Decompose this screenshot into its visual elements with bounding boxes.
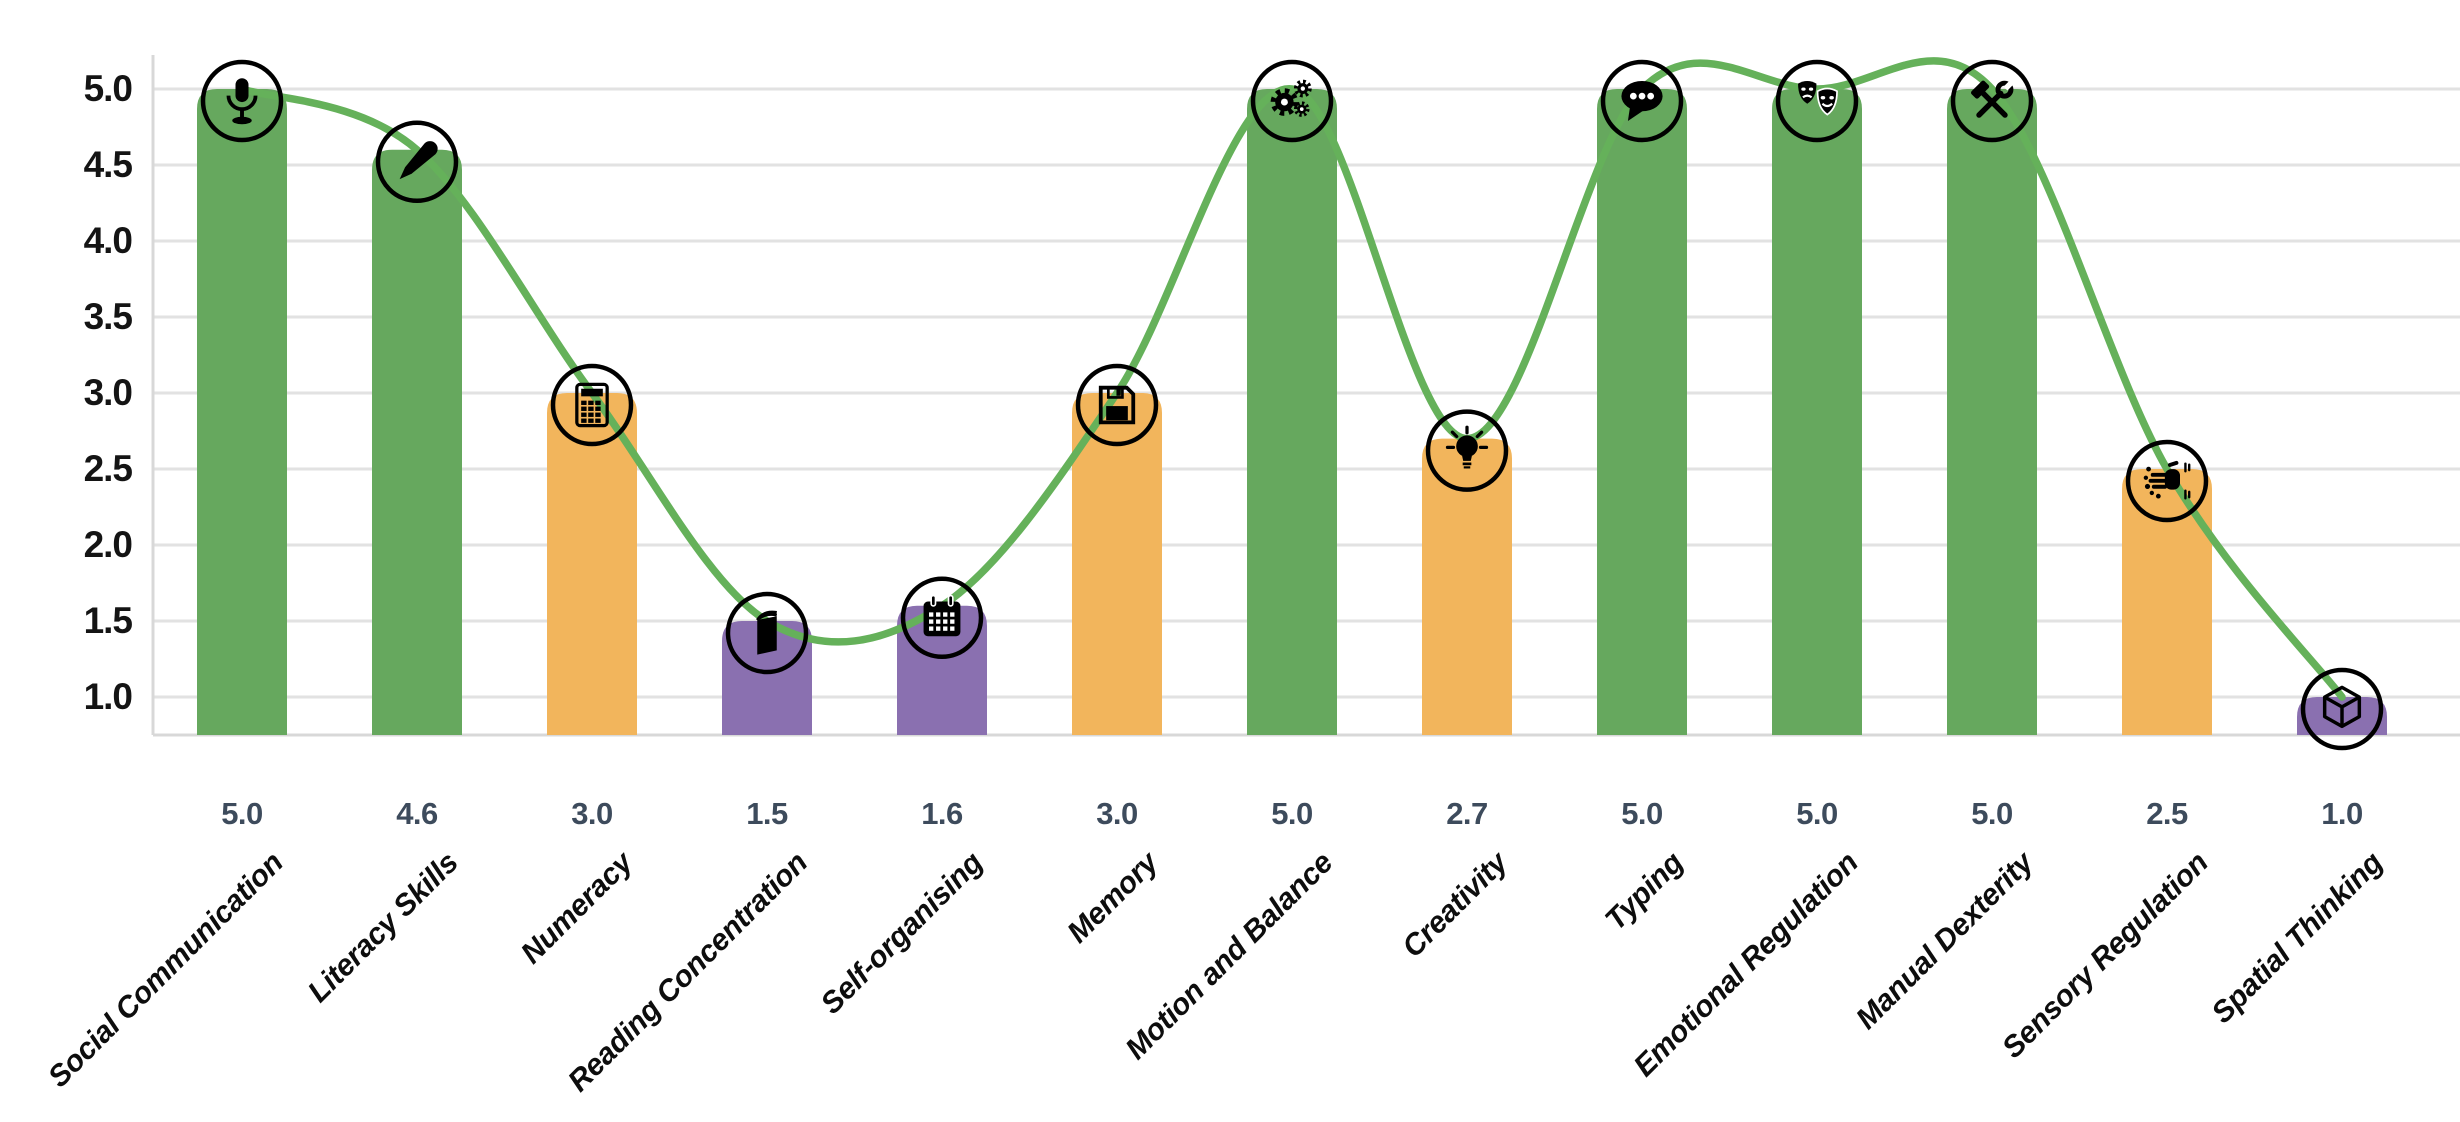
value-label: 1.0 xyxy=(2321,796,2363,831)
bar-social-communication xyxy=(197,89,287,735)
value-label: 5.0 xyxy=(221,796,263,831)
bar-emotional-regulation xyxy=(1772,89,1862,735)
icon-circle-literacy-skills xyxy=(375,120,459,204)
bar-reading-concentration xyxy=(722,621,812,735)
value-label: 2.7 xyxy=(1446,796,1488,831)
bars xyxy=(197,89,2387,736)
icon-circle-spatial-thinking xyxy=(2300,667,2384,751)
value-label: 3.0 xyxy=(571,796,613,831)
y-tick-label: 2.5 xyxy=(83,448,133,489)
bar-manual-dexterity xyxy=(1947,89,2037,735)
bar-sensory-regulation xyxy=(2122,469,2212,735)
icon-circle-self-organising xyxy=(900,576,984,660)
icon-circle-social-communication xyxy=(200,59,284,143)
calendar-icon xyxy=(922,594,962,638)
value-label: 3.0 xyxy=(1096,796,1138,831)
icon-circle-manual-dexterity xyxy=(1950,59,2034,143)
y-tick-label: 2.0 xyxy=(83,524,133,565)
y-tick-label: 3.5 xyxy=(83,296,133,337)
bar-typing xyxy=(1597,89,1687,735)
icon-circle-reading-concentration xyxy=(725,591,809,675)
bar-numeracy xyxy=(547,393,637,735)
value-label: 4.6 xyxy=(396,796,438,831)
y-tick-label: 3.0 xyxy=(83,372,133,413)
bar-creativity xyxy=(1422,438,1512,735)
value-label: 1.6 xyxy=(921,796,963,831)
bar-memory xyxy=(1072,393,1162,735)
y-tick-label: 4.5 xyxy=(83,144,133,185)
value-label: 5.0 xyxy=(1971,796,2013,831)
value-label: 5.0 xyxy=(1796,796,1838,831)
value-label: 5.0 xyxy=(1271,796,1313,831)
icon-badges xyxy=(200,59,2384,751)
bar-literacy-skills xyxy=(372,149,462,736)
icon-circle-sensory-regulation xyxy=(2125,439,2209,523)
icon-circle-motion-and-balance xyxy=(1250,59,1334,143)
icon-circle-memory xyxy=(1075,363,1159,447)
y-tick-label: 4.0 xyxy=(83,220,133,261)
icon-circle-typing xyxy=(1600,59,1684,143)
y-tick-label: 1.0 xyxy=(83,676,133,717)
y-tick-label: 1.5 xyxy=(83,600,133,641)
value-label: 1.5 xyxy=(746,796,788,831)
icon-circle-creativity xyxy=(1425,409,1509,492)
bar-motion-and-balance xyxy=(1247,89,1337,735)
book-icon xyxy=(755,610,779,657)
value-label: 2.5 xyxy=(2146,796,2188,831)
y-tick-label: 5.0 xyxy=(83,68,133,109)
bar-self-organising xyxy=(897,605,987,735)
icon-circle-emotional-regulation xyxy=(1775,59,1859,143)
icon-circle-numeracy xyxy=(550,363,634,447)
value-label: 5.0 xyxy=(1621,796,1663,831)
